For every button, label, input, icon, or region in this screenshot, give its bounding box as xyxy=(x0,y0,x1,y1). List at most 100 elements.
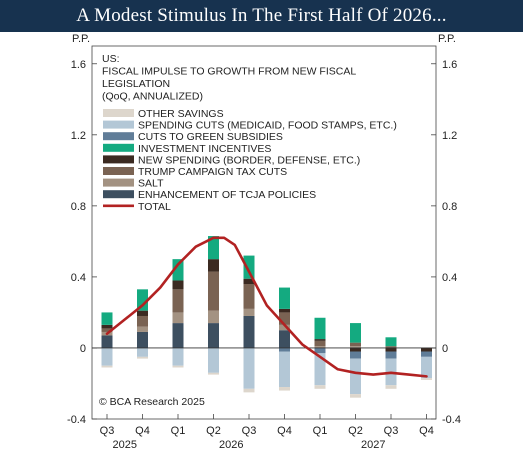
legend-label: INVESTMENT INCENTIVES xyxy=(138,143,271,155)
bar-segment xyxy=(243,284,255,309)
bar-segment xyxy=(385,337,397,347)
bar-segment xyxy=(101,347,113,366)
note-line: (QoQ, ANNUALIZED) xyxy=(102,91,203,103)
right-tick-label: -0.4 xyxy=(442,414,461,426)
legend-label: TRUMP CAMPAIGN TAX CUTS xyxy=(138,166,287,178)
bar-segment xyxy=(350,342,361,347)
bar-segment xyxy=(385,346,397,348)
chart-title: A Modest Stimulus In The First Half Of 2… xyxy=(76,5,447,26)
bar-segment xyxy=(208,310,219,324)
x-tick-label: Q3 xyxy=(100,425,115,437)
bar-segment xyxy=(172,280,184,290)
right-axis-label: P.P. xyxy=(438,33,456,45)
left-tick-label: 0.4 xyxy=(71,272,86,284)
year-label: 2025 xyxy=(113,439,137,451)
right-tick-label: 0 xyxy=(442,343,448,355)
legend-label: CUTS TO GREEN SUBSIDIES xyxy=(138,131,283,143)
bar-segment xyxy=(137,289,148,311)
bar-segment xyxy=(279,330,290,348)
x-tick-label: Q3 xyxy=(242,425,257,437)
x-tick-label: Q3 xyxy=(384,425,399,437)
bar-segment xyxy=(350,346,361,348)
bar-segment xyxy=(279,347,290,352)
bar-stacks xyxy=(101,236,432,398)
bar-segment xyxy=(243,315,255,348)
bar-segment xyxy=(208,372,219,375)
x-tick-label: Q1 xyxy=(171,425,186,437)
bar-segment xyxy=(208,323,219,348)
bar-segment xyxy=(314,347,326,354)
legend-label: SPENDING CUTS (MEDICAID, FOOD STAMPS, ET… xyxy=(138,120,397,132)
right-tick-label: 1.6 xyxy=(442,59,457,71)
bar-segment xyxy=(137,356,148,359)
x-tick-label: Q4 xyxy=(277,425,292,437)
legend-swatch xyxy=(103,167,134,175)
bar-segment xyxy=(137,331,148,348)
bar-segment xyxy=(279,308,290,313)
bar-segment xyxy=(314,339,326,341)
bar-segment xyxy=(137,347,148,357)
bar-segment xyxy=(101,328,113,332)
bar-segment xyxy=(243,255,255,279)
legend-label: TOTAL xyxy=(138,201,171,213)
bar-segment xyxy=(314,385,326,389)
bar-segment xyxy=(350,347,361,352)
bar-segment xyxy=(350,323,361,343)
bar-segment xyxy=(350,358,361,395)
year-label: 2027 xyxy=(361,439,385,451)
bar-segment xyxy=(208,271,219,311)
bar-segment xyxy=(172,289,184,313)
left-tick-label: 1.2 xyxy=(71,130,86,142)
bar-segment xyxy=(172,259,184,281)
bar-segment xyxy=(385,385,397,389)
left-axis-label: P.P. xyxy=(72,33,90,45)
bar-segment xyxy=(279,287,290,309)
bar-segment xyxy=(421,356,432,379)
bar-segment xyxy=(421,347,432,352)
left-tick-label: 1.6 xyxy=(71,59,86,71)
year-label: 2026 xyxy=(219,439,243,451)
bar-segment xyxy=(279,387,290,391)
right-tick-label: 1.2 xyxy=(442,130,457,142)
bar-segment xyxy=(208,259,219,272)
bar-segment xyxy=(314,353,326,386)
bar-segment xyxy=(421,351,432,357)
x-tick-label: Q2 xyxy=(348,425,363,437)
bar-segment xyxy=(243,278,255,285)
plot-frame xyxy=(91,45,437,420)
x-tick-label: Q2 xyxy=(206,425,221,437)
axes: -0.4 -0.4 0 0 0.4 0.4 0.8 0.8 1.2 1.2 1.6 1.6 P.P. P.… xyxy=(67,33,461,451)
legend-label: NEW SPENDING (BORDER, DEFENSE, ETC.) xyxy=(138,154,360,166)
bar-segment xyxy=(385,347,397,352)
legend-swatch xyxy=(103,109,134,117)
x-tick-label: Q1 xyxy=(313,425,328,437)
left-tick-label: -0.4 xyxy=(67,414,86,426)
bar-segment xyxy=(314,346,326,348)
bar-segment xyxy=(350,394,361,398)
left-tick-label: 0.8 xyxy=(71,201,86,213)
bar-segment xyxy=(243,308,255,316)
bar-segment xyxy=(279,312,290,325)
right-tick-label: 0.4 xyxy=(442,272,457,284)
legend-swatch xyxy=(103,120,134,129)
bar-segment xyxy=(208,347,219,373)
note-line: FISCAL IMPULSE TO GROWTH FROM NEW FISCAL xyxy=(102,66,356,78)
total-line xyxy=(105,236,428,378)
bar-segment xyxy=(101,365,113,368)
legend-label: OTHER SAVINGS xyxy=(138,108,224,120)
bar-segment xyxy=(243,388,255,393)
bar-segment xyxy=(172,365,184,368)
legend-swatch xyxy=(103,178,134,187)
bar-segment xyxy=(208,236,219,260)
bar-segment xyxy=(279,351,290,388)
bar-segment xyxy=(350,351,361,359)
legend-swatch xyxy=(103,143,134,152)
bar-segment xyxy=(385,351,397,359)
legend-label: SALT xyxy=(138,178,164,190)
bar-segment xyxy=(314,340,326,347)
note-line: US: xyxy=(102,53,120,65)
bar-segment xyxy=(421,378,432,380)
legend-swatch xyxy=(103,190,134,199)
bar-segment xyxy=(101,312,113,325)
